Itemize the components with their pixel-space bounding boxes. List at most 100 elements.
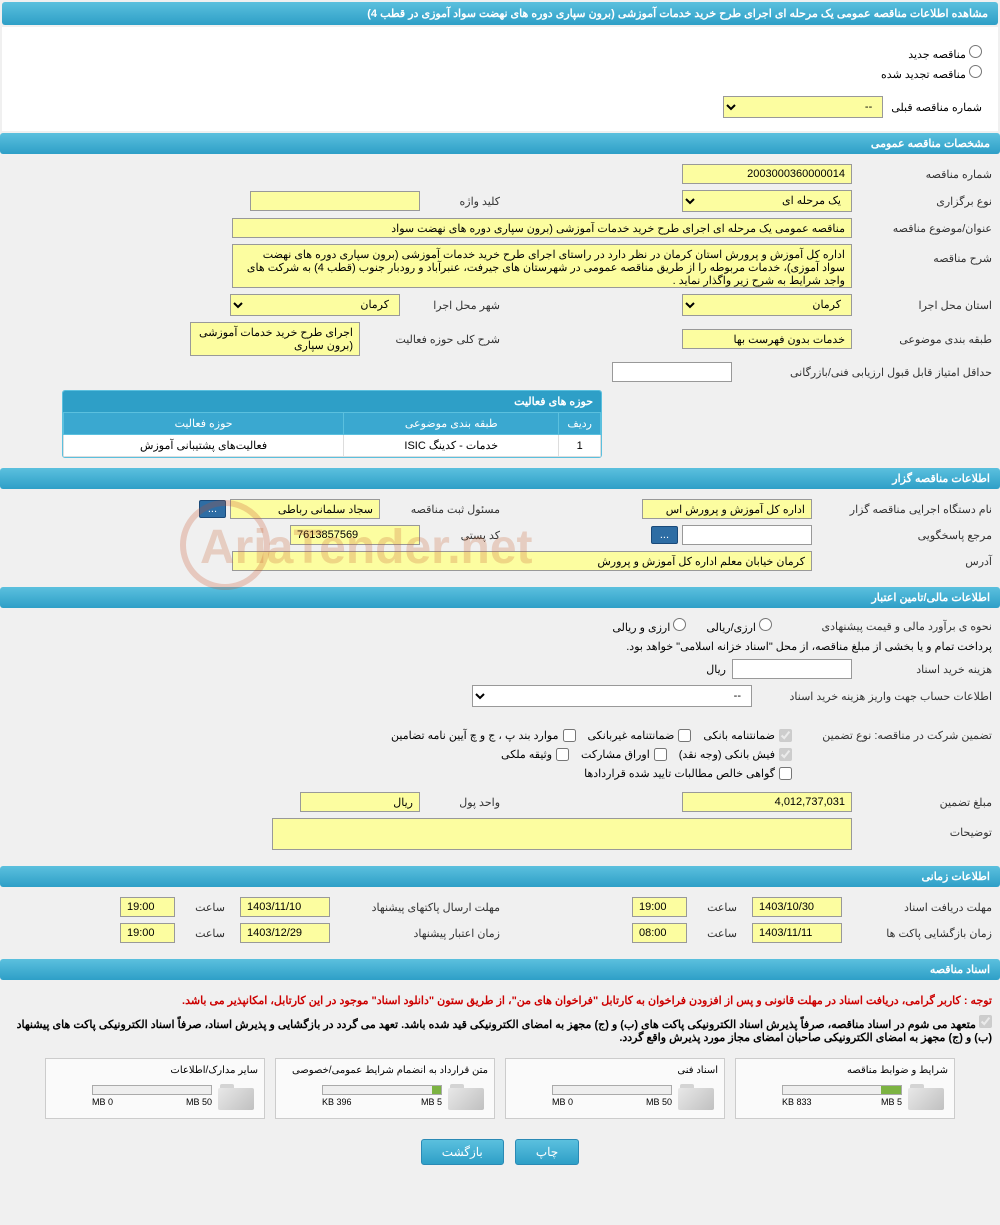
currency-unit-label: واحد پول: [420, 796, 500, 809]
address-input[interactable]: [232, 551, 812, 571]
currency-local-label: ارزی و ریالی: [612, 622, 670, 634]
currency-unit-input[interactable]: [300, 792, 420, 812]
validity-time-input[interactable]: [120, 923, 175, 943]
doc-progress: [322, 1085, 442, 1095]
folder-icon: [678, 1080, 718, 1112]
min-score-input[interactable]: [612, 362, 732, 382]
radio-new-tender[interactable]: مناقصه جدید: [38, 43, 982, 63]
doc-size: 5 MB833 KB: [782, 1097, 902, 1107]
guarantee-bonds-check[interactable]: اوراق مشارکت: [581, 748, 667, 761]
account-info-select[interactable]: --: [472, 685, 752, 707]
address-label: آدرس: [812, 555, 992, 568]
receive-time-label: ساعت: [687, 901, 737, 914]
guarantee-cert-check[interactable]: گواهی خالص مطالبات تایید شده قراردادها: [584, 767, 792, 780]
doc-card-title: اسناد فنی: [512, 1065, 718, 1080]
guarantee-amount-input[interactable]: [682, 792, 852, 812]
table-row: 1خدمات - کدینگ ISICفعالیت‌های پشتیبانی آ…: [64, 435, 601, 457]
submit-time-input[interactable]: [120, 897, 175, 917]
guarantee-clauses-label: موارد بند پ ، ج و چ آیین نامه تضامین: [391, 729, 558, 742]
responder-lookup-button[interactable]: ...: [651, 526, 678, 544]
min-score-label: حداقل امتیاز قابل قبول ارزیابی فنی/بازرگ…: [732, 366, 992, 379]
guarantee-bonds-label: اوراق مشارکت: [581, 748, 650, 761]
doc-size: 5 MB396 KB: [322, 1097, 442, 1107]
guarantee-property-check[interactable]: وثیقه ملکی: [501, 748, 569, 761]
notes-textarea[interactable]: [272, 818, 852, 850]
currency-fx-radio[interactable]: ارزی/ریالی: [706, 618, 772, 634]
currency-fx-label: ارزی/ریالی: [706, 622, 756, 634]
folder-icon: [908, 1080, 948, 1112]
desc-textarea[interactable]: اداره کل آموزش و پرورش استان کرمان در نظ…: [232, 244, 852, 288]
organizer-section: نام دستگاه اجرایی مناقصه گزار مسئول ثبت …: [0, 491, 1000, 585]
notice-black-content: متعهد می شوم در اسناد مناقصه، صرفاً پذیر…: [17, 1019, 992, 1044]
category-label: طبقه بندی موضوعی: [852, 333, 992, 346]
commitment-check[interactable]: [979, 1015, 992, 1028]
guarantee-nonbank-check[interactable]: ضمانتنامه غیربانکی: [588, 729, 692, 742]
folder-icon: [218, 1080, 258, 1112]
keyword-label: کلید واژه: [420, 195, 500, 208]
responder-input[interactable]: [682, 525, 812, 545]
doc-card[interactable]: اسناد فنی 50 MB0 MB: [505, 1058, 725, 1119]
category-input[interactable]: [682, 329, 852, 349]
type-label: نوع برگزاری: [852, 195, 992, 208]
radio-renewed-tender[interactable]: مناقصه تجدید شده: [38, 63, 982, 83]
notice-black-text: متعهد می شوم در اسناد مناقصه، صرفاً پذیر…: [8, 1011, 992, 1048]
guarantee-cash-check[interactable]: فیش بانکی (وجه نقد): [679, 748, 792, 761]
doc-card-title: متن قرارداد به انضمام شرایط عمومی/خصوصی: [282, 1065, 488, 1080]
doc-progress: [552, 1085, 672, 1095]
activity-desc-input[interactable]: اجرای طرح خرید خدمات آموزشی (برون سپاری: [190, 322, 360, 356]
registrar-input[interactable]: [230, 499, 380, 519]
validity-date-input[interactable]: [240, 923, 330, 943]
guarantee-nonbank-label: ضمانتنامه غیربانکی: [588, 729, 675, 742]
action-buttons: چاپ بازگشت: [0, 1127, 1000, 1177]
folder-icon: [448, 1080, 488, 1112]
submit-label: مهلت ارسال پاکتهای پیشنهاد: [330, 901, 500, 914]
estimate-label: نحوه ی برآورد مالی و قیمت پیشنهادی: [772, 620, 992, 633]
doc-cost-input[interactable]: [732, 659, 852, 679]
guarantee-bank-label: ضمانتنامه بانکی: [703, 729, 775, 742]
doc-card[interactable]: شرایط و ضوابط مناقصه 5 MB833 KB: [735, 1058, 955, 1119]
receive-time-input[interactable]: [632, 897, 687, 917]
currency-local-radio[interactable]: ارزی و ریالی: [612, 618, 686, 634]
keyword-input[interactable]: [250, 191, 420, 211]
timing-section: مهلت دریافت اسناد ساعت مهلت ارسال پاکتها…: [0, 889, 1000, 957]
general-section: شماره مناقصه نوع برگزاری یک مرحله ای کلی…: [0, 156, 1000, 466]
submit-time-label: ساعت: [175, 901, 225, 914]
type-select[interactable]: یک مرحله ای: [682, 190, 852, 212]
activity-table-title: حوزه های فعالیت: [63, 391, 601, 412]
validity-time-label: ساعت: [175, 927, 225, 940]
prev-tender-select[interactable]: --: [723, 96, 883, 118]
section-documents-header: اسناد مناقصه: [0, 959, 1000, 980]
receive-date-input[interactable]: [752, 897, 842, 917]
org-input[interactable]: [642, 499, 812, 519]
back-button[interactable]: بازگشت: [421, 1139, 504, 1165]
doc-card[interactable]: سایر مدارک/اطلاعات 50 MB0 MB: [45, 1058, 265, 1119]
city-select[interactable]: کرمان: [230, 294, 400, 316]
open-time-input[interactable]: [632, 923, 687, 943]
rial-label: ریال: [706, 663, 726, 676]
doc-progress: [92, 1085, 212, 1095]
section-general-header: مشخصات مناقصه عمومی: [0, 133, 1000, 154]
account-info-label: اطلاعات حساب جهت واریز هزینه خرید اسناد: [752, 690, 992, 703]
province-label: استان محل اجرا: [852, 299, 992, 312]
cell-category: خدمات - کدینگ ISIC: [344, 435, 559, 457]
doc-card-title: شرایط و ضوابط مناقصه: [742, 1065, 948, 1080]
submit-date-input[interactable]: [240, 897, 330, 917]
print-button[interactable]: چاپ: [515, 1139, 579, 1165]
tender-no-input[interactable]: [682, 164, 852, 184]
guarantee-clauses-check[interactable]: موارد بند پ ، ج و چ آیین نامه تضامین: [391, 729, 575, 742]
doc-size: 50 MB0 MB: [92, 1097, 212, 1107]
registrar-lookup-button[interactable]: ...: [199, 500, 226, 518]
doc-card[interactable]: متن قرارداد به انضمام شرایط عمومی/خصوصی …: [275, 1058, 495, 1119]
subject-label: عنوان/موضوع مناقصه: [852, 222, 992, 235]
postal-input[interactable]: [290, 525, 420, 545]
open-time-label: ساعت: [687, 927, 737, 940]
subject-input[interactable]: [232, 218, 852, 238]
guarantee-title: تضمین شرکت در مناقصه: نوع تضمین: [792, 729, 992, 742]
notes-label: توضیحات: [852, 818, 992, 839]
guarantee-bank-check[interactable]: ضمانتنامه بانکی: [703, 729, 792, 742]
validity-label: زمان اعتبار پیشنهاد: [330, 927, 500, 940]
open-date-input[interactable]: [752, 923, 842, 943]
doc-progress: [782, 1085, 902, 1095]
guarantee-cert-label: گواهی خالص مطالبات تایید شده قراردادها: [584, 767, 775, 780]
province-select[interactable]: کرمان: [682, 294, 852, 316]
